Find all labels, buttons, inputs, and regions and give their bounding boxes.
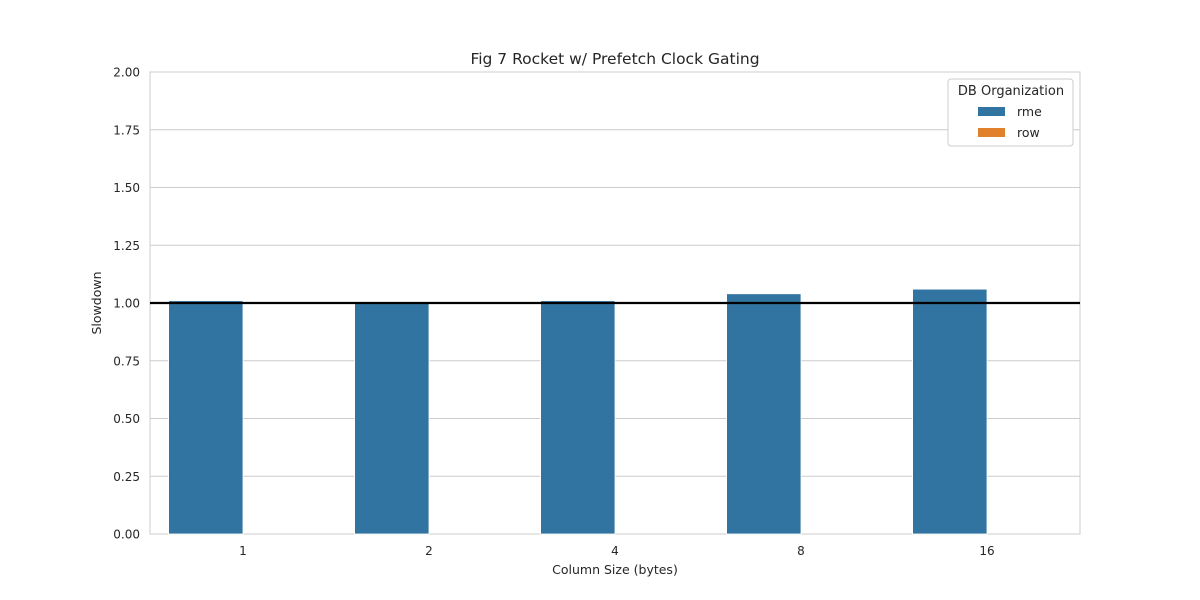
bar-rme-1 xyxy=(168,300,244,535)
legend-swatch-rme xyxy=(978,107,1005,116)
y-ticks: 0.00 0.25 0.50 0.75 1.00 1.25 1.50 1.75 2.00 xyxy=(113,66,140,542)
y-tick-label: 1.25 xyxy=(113,239,140,253)
chart-title: Fig 7 Rocket w/ Prefetch Clock Gating xyxy=(470,50,759,68)
legend: DB Organization rme row xyxy=(947,78,1074,147)
bar-rme-4 xyxy=(540,300,616,535)
x-tick-label: 4 xyxy=(611,544,619,558)
bar-rme-16 xyxy=(912,288,988,535)
bar-rme-2 xyxy=(354,302,430,535)
legend-swatch-row xyxy=(978,128,1005,137)
y-tick-label: 1.50 xyxy=(113,181,140,195)
x-axis-label: Column Size (bytes) xyxy=(552,562,678,577)
y-tick-label: 0.25 xyxy=(113,470,140,484)
bar-rme-8 xyxy=(726,293,802,535)
x-tick-label: 8 xyxy=(797,544,805,558)
y-axis-label: Slowdown xyxy=(89,271,104,334)
legend-label-rme: rme xyxy=(1017,104,1042,119)
y-tick-label: 0.00 xyxy=(113,528,140,542)
x-ticks: 1 2 4 8 16 xyxy=(239,544,994,558)
legend-title: DB Organization xyxy=(958,84,1064,99)
x-tick-label: 2 xyxy=(425,544,433,558)
y-tick-label: 2.00 xyxy=(113,66,140,80)
x-tick-label: 1 xyxy=(239,544,247,558)
x-tick-label: 16 xyxy=(979,544,994,558)
y-tick-label: 0.50 xyxy=(113,412,140,426)
y-tick-label: 1.00 xyxy=(113,297,140,311)
bars xyxy=(168,288,988,535)
legend-label-row: row xyxy=(1017,125,1040,140)
y-tick-label: 0.75 xyxy=(113,354,140,368)
y-tick-label: 1.75 xyxy=(113,123,140,137)
